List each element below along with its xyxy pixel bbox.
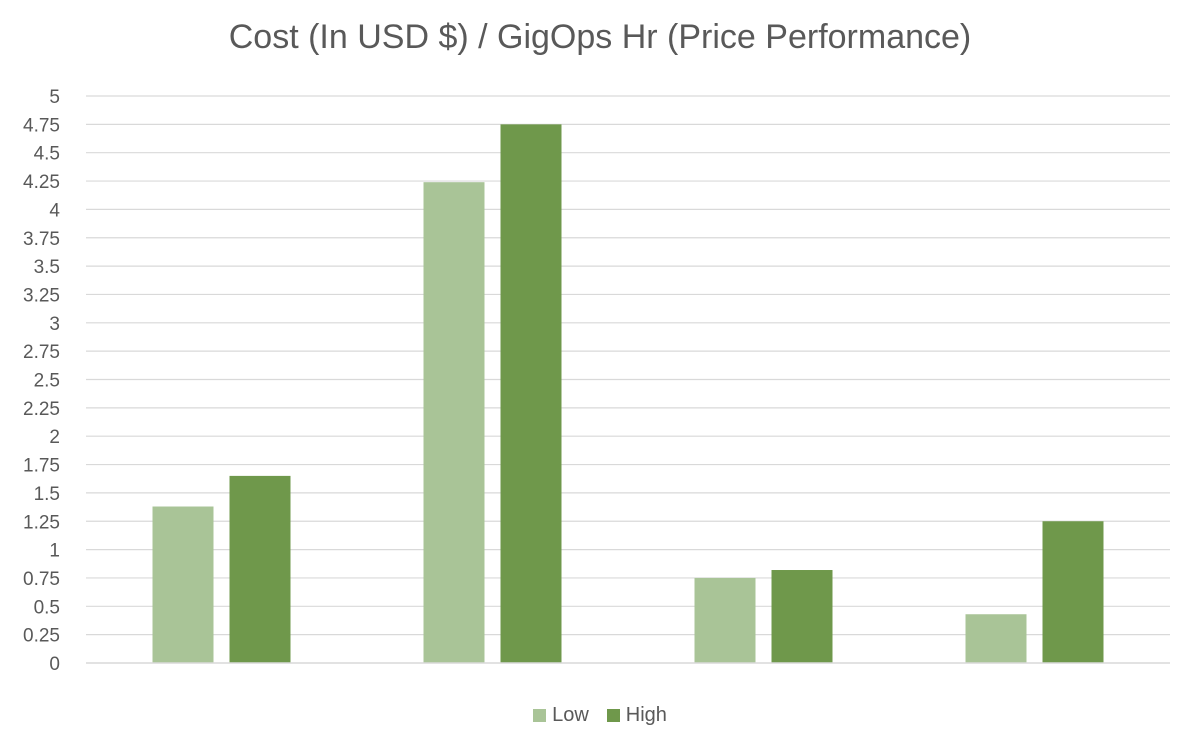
y-tick-label: 0.5: [34, 597, 60, 618]
y-tick-label: 1.5: [34, 484, 60, 505]
bar-high-2: [500, 124, 562, 664]
y-tick-label: 3.25: [23, 285, 60, 306]
y-tick-label: 1: [49, 541, 60, 562]
bar-low-4: [965, 614, 1027, 663]
y-tick-label: 0: [49, 654, 60, 675]
bar-high-1: [229, 475, 291, 663]
legend: Low High: [0, 704, 1200, 727]
bar-low-1: [152, 506, 214, 663]
y-tick-label: 0.75: [23, 569, 60, 590]
legend-label-high: High: [625, 704, 667, 726]
y-axis-ticks: 0 0.25 0.5 0.75 1 1.25 1.5 1.75 2 2.25 2.5 2.75 3 3.2…: [23, 87, 60, 675]
legend-item-high: High: [606, 704, 667, 727]
legend-item-low: Low: [533, 704, 589, 727]
bars: [152, 124, 1104, 664]
legend-swatch-high: [606, 709, 620, 722]
legend-label-low: Low: [552, 704, 589, 726]
y-tick-label: 1.25: [23, 512, 60, 533]
y-tick-label: 3.75: [23, 229, 60, 250]
legend-swatch-low: [533, 709, 547, 722]
y-tick-label: 4: [49, 200, 60, 221]
y-tick-label: 3: [49, 314, 60, 335]
bar-high-4: [1042, 521, 1104, 663]
y-tick-label: 2.25: [23, 399, 60, 420]
bar-high-3: [771, 570, 833, 663]
y-tick-label: 4.75: [23, 115, 60, 136]
y-tick-label: 2.5: [34, 371, 60, 392]
y-tick-label: 4.25: [23, 172, 60, 193]
y-tick-label: 0.25: [23, 626, 60, 647]
y-tick-label: 4.5: [34, 144, 60, 165]
y-tick-label: 3.5: [34, 257, 60, 278]
y-tick-label: 2.75: [23, 342, 60, 363]
y-tick-label: 5: [49, 87, 60, 108]
y-tick-label: 1.75: [23, 456, 60, 477]
chart-title: Cost (In USD $) / GigOps Hr (Price Perfo…: [228, 18, 972, 56]
y-tick-label: 2: [49, 427, 60, 448]
bar-low-2: [423, 182, 485, 663]
bar-low-3: [694, 577, 756, 663]
